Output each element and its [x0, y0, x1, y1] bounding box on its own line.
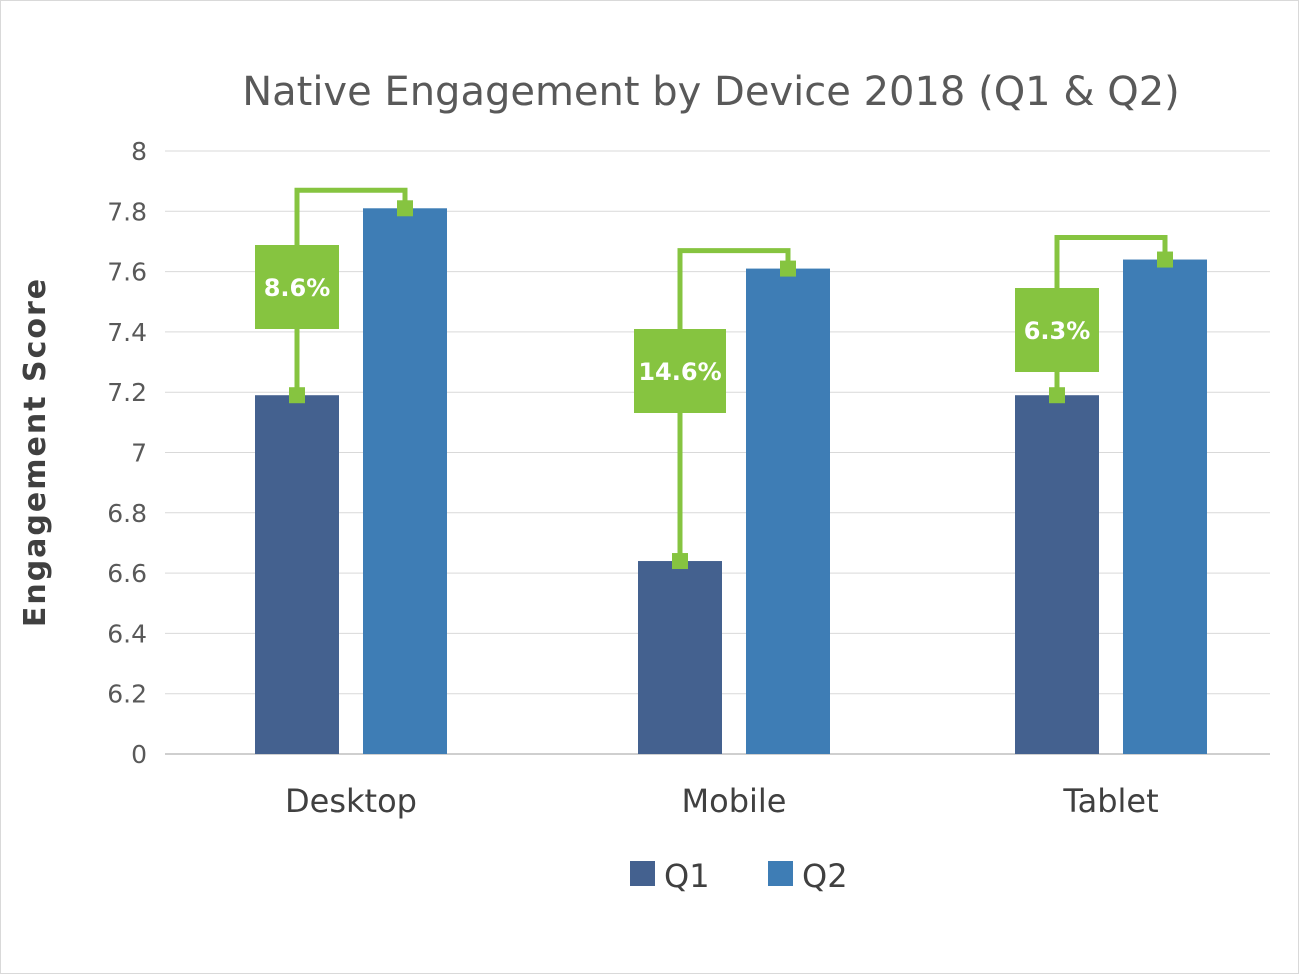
y-tick-label: 7.6	[107, 258, 147, 287]
bars	[255, 208, 1207, 754]
gridlines	[165, 150, 1270, 755]
legend-item-q1: Q1	[630, 857, 710, 895]
category-label-mobile: Mobile	[682, 782, 787, 820]
callout-label: 8.6%	[264, 274, 331, 302]
callout-marker	[1157, 251, 1173, 268]
y-tick-label: 6.2	[107, 680, 147, 709]
bar-tablet-q1	[1015, 395, 1099, 754]
legend-label: Q2	[802, 857, 848, 895]
callout-marker	[289, 387, 305, 404]
y-tick-label: 6.8	[107, 499, 147, 528]
y-tick-label: 7.2	[107, 378, 147, 407]
bar-desktop-q1	[255, 395, 339, 754]
y-tick-label: 7	[131, 439, 147, 468]
y-tick-label: 8	[131, 137, 147, 166]
callout-box	[1015, 288, 1099, 372]
callout-marker	[672, 553, 688, 570]
bar-mobile-q2	[746, 268, 830, 754]
callout-box	[634, 329, 726, 413]
category-label-tablet: Tablet	[1062, 782, 1158, 820]
y-tick-label: 6.6	[107, 559, 147, 588]
callout-tablet: 6.3%	[1015, 235, 1173, 404]
chart-title: Native Engagement by Device 2018 (Q1 & Q…	[242, 69, 1180, 115]
change-callouts: 8.6% 14.6% 6.3%	[255, 187, 1173, 570]
callout-desktop: 8.6%	[255, 187, 413, 404]
callout-mobile: 14.6%	[634, 248, 796, 570]
bar-mobile-q1	[638, 561, 722, 754]
y-tick-label: 0	[131, 740, 147, 769]
y-tick-label: 7.4	[107, 318, 147, 347]
callout-box	[255, 245, 339, 329]
y-axis-title: Engagement Score	[18, 277, 53, 627]
bar-desktop-q2	[363, 208, 447, 754]
category-labels: Desktop Mobile Tablet	[285, 782, 1159, 820]
y-tick-label: 6.4	[107, 619, 147, 648]
legend-swatch	[768, 861, 793, 886]
legend-swatch	[630, 861, 655, 886]
y-tick-label: 7.8	[107, 197, 147, 226]
legend: Q1 Q2	[630, 857, 848, 895]
callout-label: 14.6%	[638, 358, 721, 386]
legend-label: Q1	[664, 857, 710, 895]
callout-label: 6.3%	[1024, 317, 1091, 345]
callout-marker	[780, 260, 796, 277]
y-tick-labels: 0 6.2 6.4 6.6 6.8 7 7.2 7.4 7.6 7.8 8	[107, 137, 147, 769]
legend-item-q2: Q2	[768, 857, 848, 895]
category-label-desktop: Desktop	[285, 782, 417, 820]
bar-tablet-q2	[1123, 259, 1207, 754]
callout-marker	[1049, 387, 1065, 404]
callout-marker	[397, 200, 413, 217]
